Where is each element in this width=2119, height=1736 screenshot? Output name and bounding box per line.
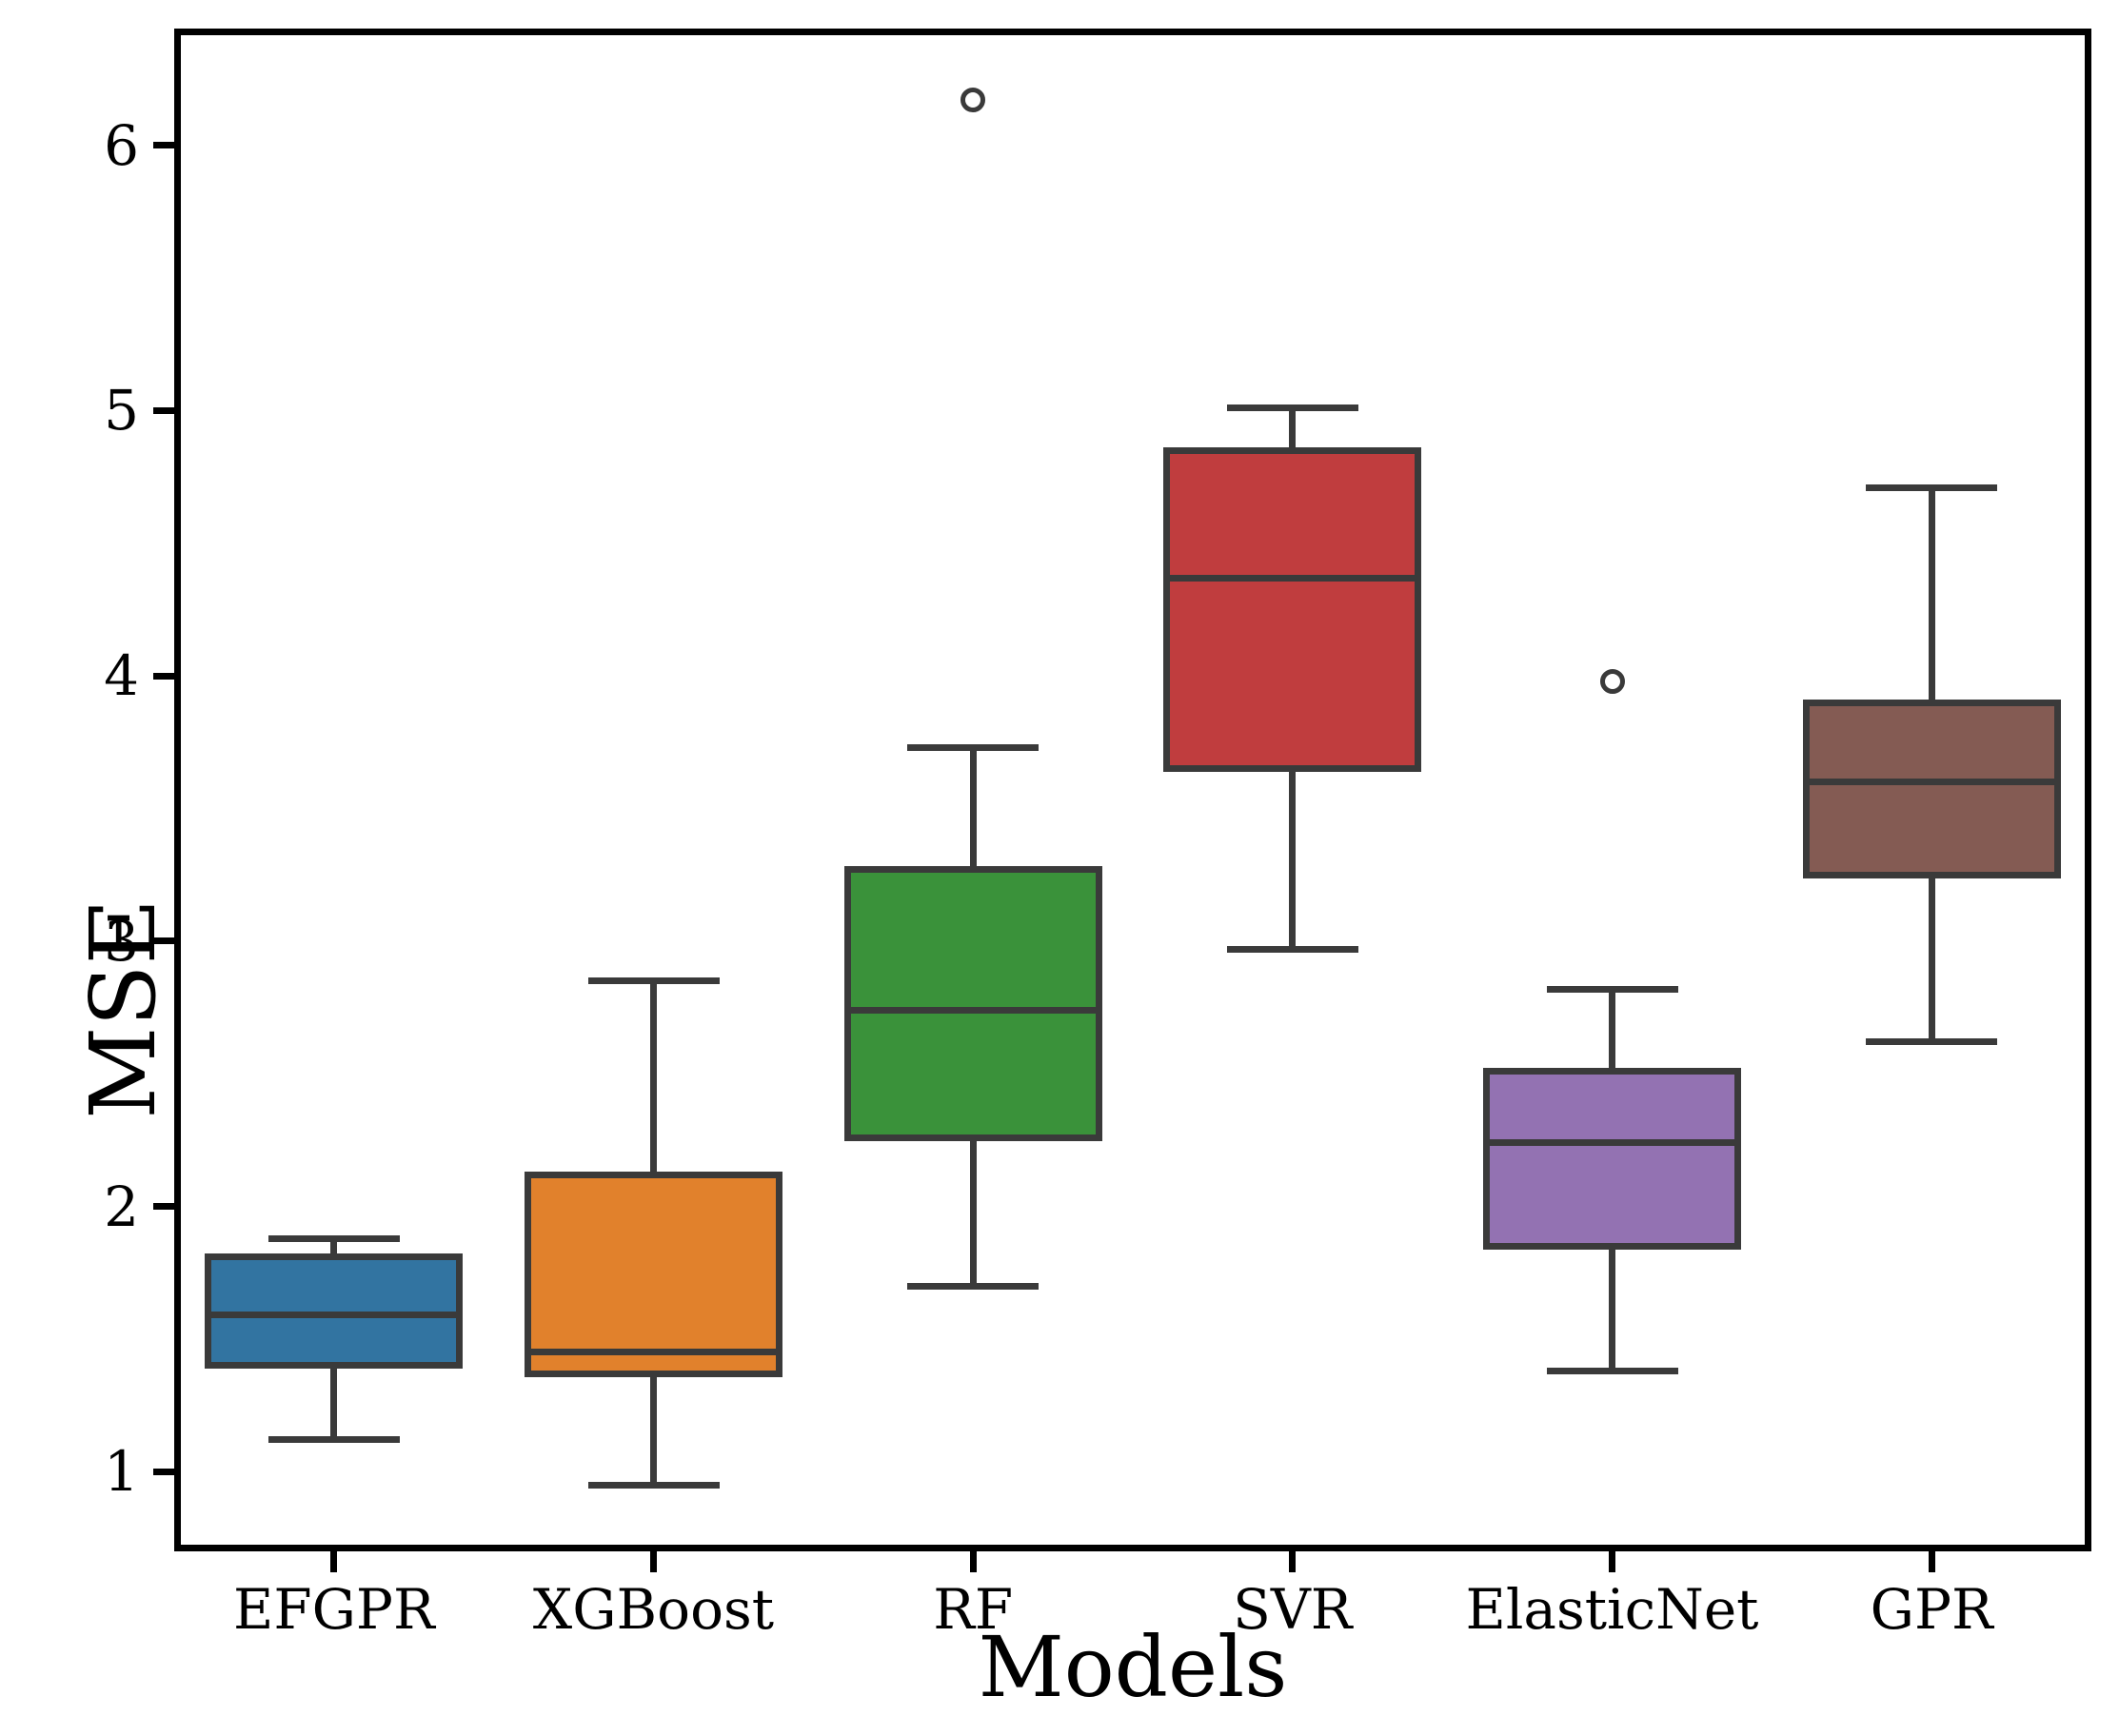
whisker-line-upper [1928,487,1935,702]
whisker-cap-top [1866,483,1998,491]
median-line [843,1006,1102,1014]
median-line [1483,1139,1741,1147]
whisker-cap-bottom [907,1282,1040,1290]
whisker-line-lower [1928,875,1935,1042]
whisker-line-lower [1289,768,1297,950]
whisker-line-upper [330,1238,338,1257]
whisker-cap-top [587,977,720,985]
whisker-line-lower [650,1373,657,1486]
whisker-line-upper [969,747,977,870]
y-tick-label: 5 [104,378,139,444]
whisker-cap-bottom [267,1436,400,1444]
y-tick-label: 2 [104,1174,139,1239]
y-tick-mark [153,1203,174,1211]
plot-area [174,29,2091,1551]
whisker-line-lower [969,1137,977,1287]
whisker-line-upper [1609,989,1615,1072]
median-line [525,1349,782,1356]
whisker-cap-bottom [1866,1038,1998,1046]
box-RF [843,866,1102,1141]
median-line [1163,574,1422,582]
y-tick-mark [153,672,174,680]
box-XGBoost [525,1171,782,1377]
y-axis-label: MSE [71,898,176,1119]
whisker-line-lower [330,1365,338,1440]
x-tick-mark [1928,1551,1935,1572]
y-tick-mark [153,937,174,945]
whisker-line-upper [650,980,657,1175]
x-tick-mark [1289,1551,1297,1572]
x-tick-label: RF [933,1577,1014,1642]
box-ElasticNet [1483,1067,1741,1250]
median-line [1802,779,2061,786]
y-tick-mark [153,406,174,414]
whisker-cap-top [267,1234,400,1242]
x-tick-label: EFGPR [233,1577,435,1642]
x-tick-label: XGBoost [532,1577,775,1642]
x-tick-mark [330,1551,338,1572]
x-axis-label: Models [978,1618,1288,1716]
median-line [205,1312,464,1319]
x-tick-mark [650,1551,657,1572]
y-tick-label: 1 [104,1439,139,1505]
box-EFGPR [205,1253,464,1370]
x-tick-label: ElasticNet [1465,1577,1759,1642]
box-GPR [1802,699,2061,878]
whisker-line-upper [1289,407,1297,451]
y-tick-mark [153,1468,174,1475]
x-tick-mark [969,1551,977,1572]
outlier-marker [960,88,986,113]
whisker-cap-bottom [1226,945,1358,953]
x-tick-label: GPR [1870,1577,1993,1642]
y-tick-label: 6 [104,112,139,178]
y-tick-mark [153,142,174,149]
whisker-cap-top [1226,404,1358,412]
whisker-cap-bottom [587,1481,720,1489]
whisker-cap-top [907,743,1040,751]
x-tick-label: SVR [1233,1577,1353,1642]
whisker-cap-top [1546,985,1678,993]
x-tick-mark [1609,1551,1615,1572]
box-SVR [1163,446,1422,773]
y-tick-label: 4 [104,643,139,709]
y-tick-label: 3 [104,908,139,974]
whisker-line-lower [1609,1246,1615,1371]
whisker-cap-bottom [1546,1367,1678,1374]
outlier-marker [1599,668,1625,694]
